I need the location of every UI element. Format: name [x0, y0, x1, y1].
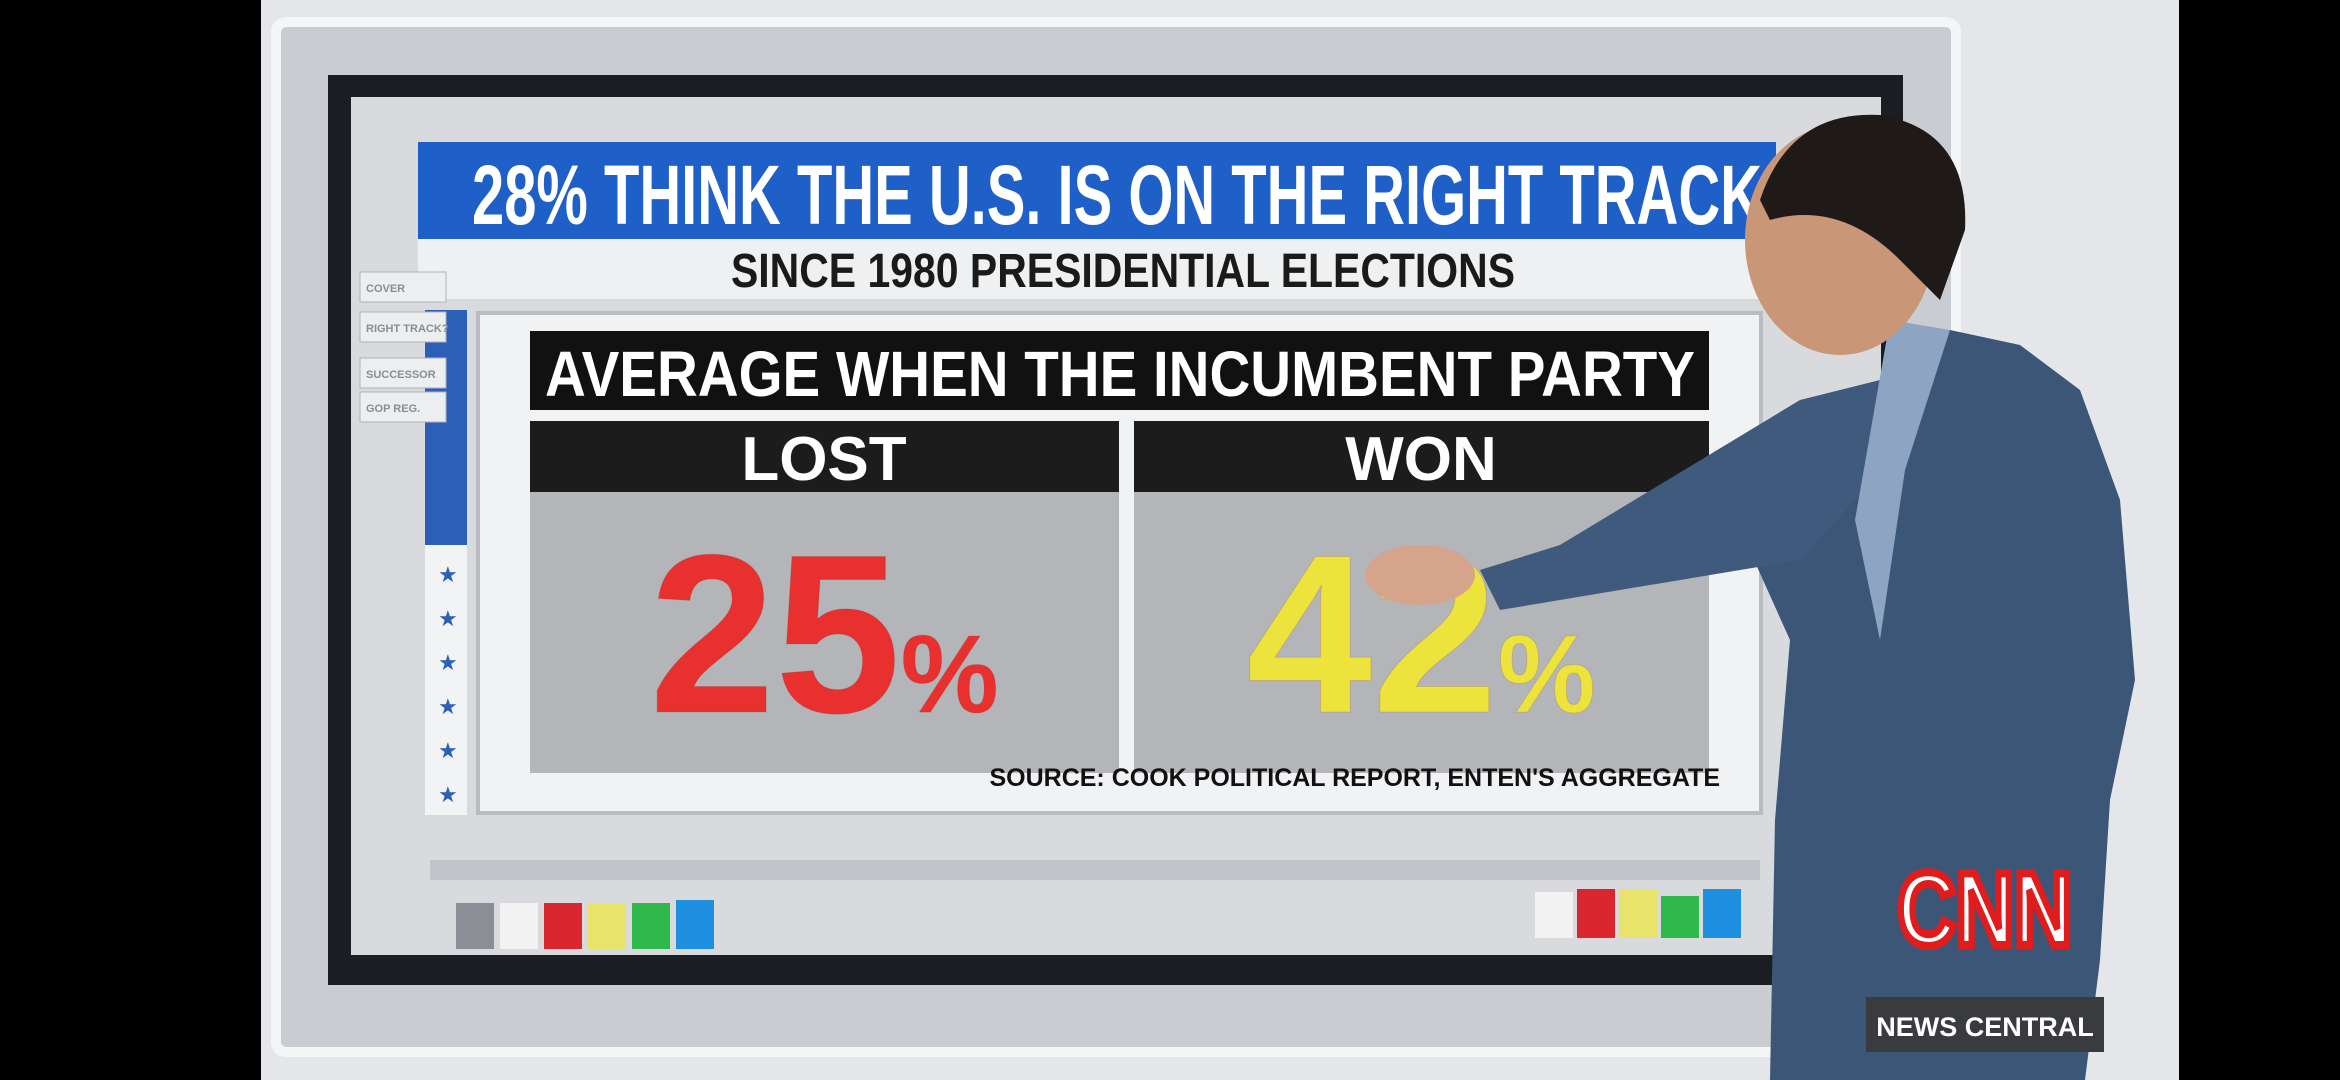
side-accent: [425, 310, 467, 545]
color-swatches: [456, 889, 1741, 949]
svg-text:★: ★: [438, 562, 458, 587]
title-bar: [418, 142, 1776, 239]
svg-text:★: ★: [438, 694, 458, 719]
show-tag-box: [1866, 997, 2104, 1052]
headline: 28% THINK THE U.S. IS ON THE RIGHT TRACK: [472, 148, 1762, 242]
won-header: [1134, 421, 1709, 492]
nav-tab-label: RIGHT TRACK?: [366, 323, 449, 335]
nav-tab[interactable]: [359, 357, 447, 389]
column-label: WON: [1345, 425, 1497, 494]
panel-title: AVERAGE WHEN THE INCUMBENT PARTY: [545, 338, 1695, 410]
nav-tab-label: COVER: [366, 283, 405, 295]
stars: ★ ★ ★ ★ ★ ★: [438, 562, 458, 807]
column-label: LOST: [741, 425, 906, 494]
subtitle: SINCE 1980 PRESIDENTIAL ELECTIONS: [731, 245, 1515, 298]
svg-text:★: ★: [438, 606, 458, 631]
value-number: 25: [649, 507, 900, 760]
scroll-strip: [430, 860, 1760, 880]
panel-title-bar: [530, 331, 1709, 410]
presenter: [1365, 114, 2135, 1080]
network-logo: CNN: [1898, 852, 2073, 968]
star-column: [425, 545, 467, 815]
value-unit: %: [901, 613, 999, 736]
svg-text:★: ★: [438, 650, 458, 675]
nav-tab-label: GOP REG.: [366, 403, 420, 415]
svg-text:★: ★: [438, 738, 458, 763]
nav-tab[interactable]: [359, 271, 447, 303]
nav-tab-label: SUCCESSOR: [366, 369, 436, 381]
subtitle-bar: [418, 239, 1776, 299]
show-tag: NEWS CENTRAL: [1876, 1012, 2094, 1042]
lost-header: [530, 421, 1119, 492]
value-number: 42: [1246, 507, 1497, 760]
value-unit: %: [1498, 613, 1596, 736]
nav-tab[interactable]: [359, 311, 447, 343]
source-note: SOURCE: COOK POLITICAL REPORT, ENTEN'S A…: [989, 764, 1720, 792]
percent-value: 25%: [649, 507, 998, 760]
svg-text:★: ★: [438, 782, 458, 807]
nav-tab[interactable]: [359, 391, 447, 423]
percent-value: 42%: [1246, 507, 1595, 760]
